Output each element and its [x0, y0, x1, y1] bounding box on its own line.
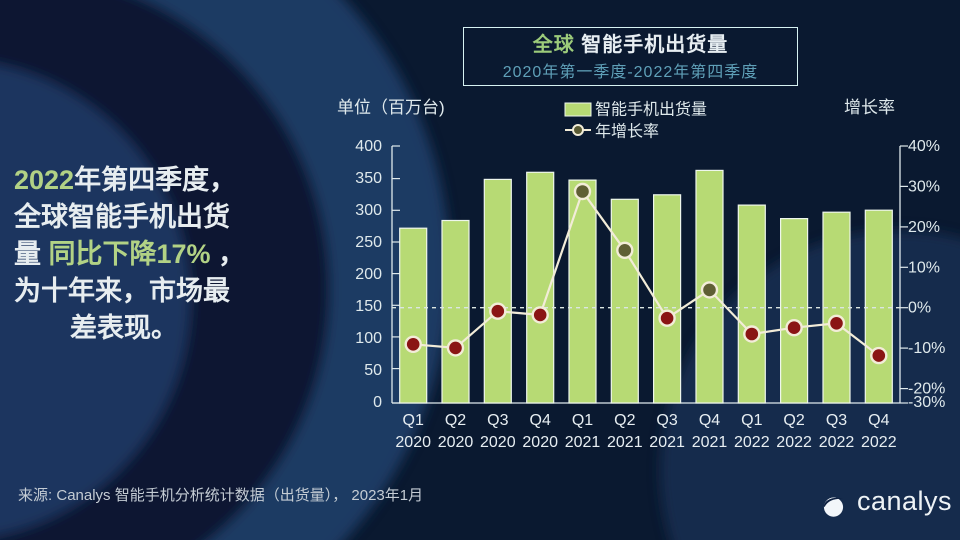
svg-text:2022: 2022 — [734, 434, 770, 451]
svg-text:2021: 2021 — [565, 434, 601, 451]
svg-text:0%: 0% — [908, 300, 931, 317]
svg-text:150: 150 — [355, 298, 382, 315]
svg-text:Q3: Q3 — [826, 412, 847, 429]
svg-text:400: 400 — [355, 138, 382, 155]
svg-text:0: 0 — [373, 394, 382, 411]
svg-text:Q1: Q1 — [572, 412, 593, 429]
svg-text:Q4: Q4 — [530, 412, 551, 429]
svg-text:50: 50 — [364, 362, 382, 379]
svg-text:Q2: Q2 — [614, 412, 635, 429]
svg-text:增长率: 增长率 — [844, 98, 895, 117]
svg-text:2022: 2022 — [819, 434, 855, 451]
svg-text:2021: 2021 — [607, 434, 643, 451]
svg-text:Q3: Q3 — [487, 412, 508, 429]
svg-text:Q4: Q4 — [699, 412, 720, 429]
svg-text:2020: 2020 — [480, 434, 516, 451]
svg-text:10%: 10% — [908, 259, 940, 276]
svg-text:Q1: Q1 — [741, 412, 762, 429]
svg-text:300: 300 — [355, 202, 382, 219]
svg-text:Q2: Q2 — [783, 412, 804, 429]
svg-text:2022: 2022 — [861, 434, 897, 451]
svg-text:年增长率: 年增长率 — [595, 123, 659, 141]
svg-text:Q4: Q4 — [868, 412, 889, 429]
svg-text:-10%: -10% — [908, 340, 945, 357]
svg-text:2020: 2020 — [438, 434, 474, 451]
svg-text:2021: 2021 — [649, 434, 685, 451]
svg-text:250: 250 — [355, 234, 382, 251]
svg-text:350: 350 — [355, 170, 382, 187]
svg-text:200: 200 — [355, 266, 382, 283]
svg-text:2020: 2020 — [522, 434, 558, 451]
svg-text:单位（百万台): 单位（百万台) — [337, 98, 445, 117]
svg-text:20%: 20% — [908, 219, 940, 236]
svg-text:30%: 30% — [908, 178, 940, 195]
svg-text:智能手机出货量: 智能手机出货量 — [595, 101, 707, 119]
svg-text:100: 100 — [355, 330, 382, 347]
svg-text:2022: 2022 — [776, 434, 812, 451]
svg-text:Q2: Q2 — [445, 412, 466, 429]
svg-text:40%: 40% — [908, 138, 940, 155]
svg-text:Q3: Q3 — [656, 412, 677, 429]
svg-text:-30%: -30% — [908, 394, 945, 411]
svg-text:2021: 2021 — [692, 434, 728, 451]
svg-text:Q1: Q1 — [403, 412, 424, 429]
svg-text:2020: 2020 — [395, 434, 431, 451]
